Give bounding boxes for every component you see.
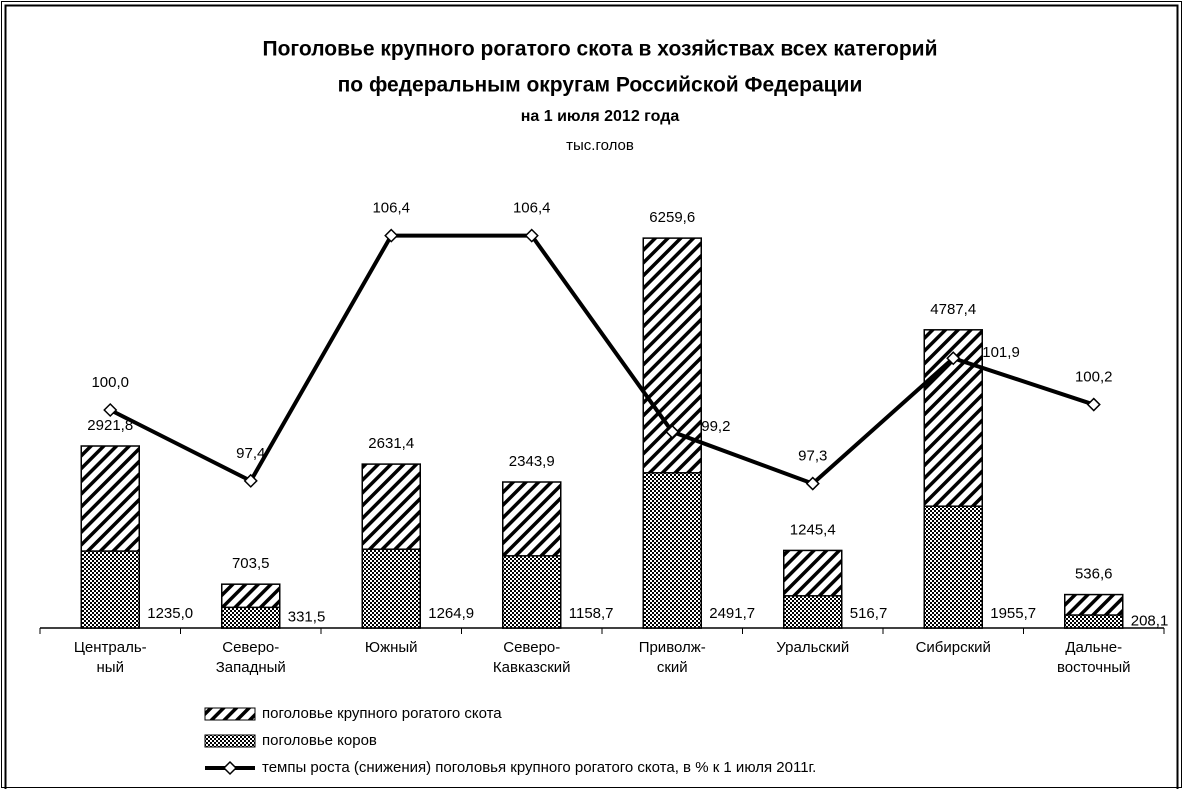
line-marker xyxy=(243,473,258,488)
line-marker xyxy=(946,351,961,366)
legend-swatch xyxy=(204,734,256,748)
x-tick-label: восточный xyxy=(1057,659,1131,676)
bar xyxy=(80,550,140,629)
chart-title: по федеральным округам Российской Федера… xyxy=(338,74,863,97)
legend-swatch xyxy=(222,760,238,776)
bar xyxy=(502,555,562,629)
bar xyxy=(1064,614,1124,629)
data-label: 2491,7 xyxy=(709,605,755,622)
inner-frame xyxy=(4,4,1179,789)
legend-label: темпы роста (снижения) поголовья крупног… xyxy=(262,759,816,776)
x-tick-label: Централь- xyxy=(74,639,147,656)
data-label: 97,3 xyxy=(798,448,827,465)
chart-subtitle: на 1 июля 2012 года xyxy=(521,108,680,125)
data-label: 516,7 xyxy=(850,605,888,622)
data-label: 703,5 xyxy=(232,555,270,572)
data-label: 2631,4 xyxy=(368,435,414,452)
bar xyxy=(642,472,702,629)
data-label: 106,4 xyxy=(372,200,410,217)
line-marker xyxy=(524,228,539,243)
x-tick-label: Южный xyxy=(365,639,418,656)
bar xyxy=(221,606,281,629)
bar xyxy=(361,548,421,629)
data-label: 6259,6 xyxy=(649,209,695,226)
legend-label: поголовье коров xyxy=(262,732,377,749)
data-label: 106,4 xyxy=(513,200,551,217)
data-label: 1158,7 xyxy=(569,605,614,622)
x-tick-label: Сибирский xyxy=(916,639,991,656)
line xyxy=(109,233,1095,486)
x-tick-label: ный xyxy=(97,659,124,676)
data-label: 1245,4 xyxy=(790,521,836,538)
data-label: 97,4 xyxy=(236,445,265,462)
legend-swatch xyxy=(204,707,256,721)
line-marker xyxy=(103,402,118,418)
x-tick-label: Северо- xyxy=(503,639,560,656)
unit-label: тыс.голов xyxy=(566,137,634,154)
data-label: 99,2 xyxy=(701,418,730,435)
bar xyxy=(783,595,843,629)
legend-label: поголовье крупного рогатого скота xyxy=(262,705,502,722)
data-label: 100,2 xyxy=(1075,369,1113,386)
data-label: 4787,4 xyxy=(930,301,976,318)
line-marker xyxy=(1086,397,1101,412)
data-label: 536,6 xyxy=(1075,566,1113,583)
x-tick-label: Уральский xyxy=(776,639,849,656)
data-label: 1955,7 xyxy=(990,605,1036,622)
line-marker xyxy=(805,476,820,491)
data-label: 2921,8 xyxy=(87,417,133,434)
data-label: 331,5 xyxy=(288,609,326,626)
x-tick-label: Приволж- xyxy=(639,639,706,656)
x-tick-label: Кавказский xyxy=(493,659,571,676)
line-marker xyxy=(665,424,680,439)
data-label: 1264,9 xyxy=(428,605,474,622)
line-marker xyxy=(384,228,399,243)
x-tick-label: ский xyxy=(657,659,688,676)
bar xyxy=(923,505,983,629)
data-label: 101,9 xyxy=(982,344,1020,361)
data-label: 208,1 xyxy=(1131,612,1169,629)
data-label: 2343,9 xyxy=(509,453,555,470)
x-tick-label: Дальне- xyxy=(1065,639,1122,656)
data-label: 1235,0 xyxy=(147,605,193,622)
x-tick-label: Северо- xyxy=(222,639,279,656)
chart-title: Поголовье крупного рогатого скота в хозя… xyxy=(263,38,938,61)
data-label: 100,0 xyxy=(91,374,129,391)
x-tick-label: Западный xyxy=(216,659,286,676)
